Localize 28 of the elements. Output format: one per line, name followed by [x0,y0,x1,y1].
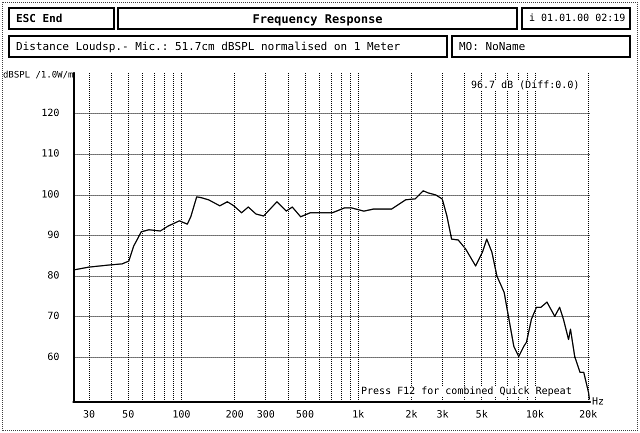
x-tick-label: 1k [352,410,364,420]
x-axis-title: Hz [592,396,604,408]
y-tick-label: 120 [41,108,60,120]
x-tick-label: 100 [172,410,190,420]
x-tick-label: 50 [122,410,134,420]
x-tick-label: 20k [579,410,598,420]
text: MO: NoName [451,35,631,58]
y-axis-title: dBSPL /1.0W/m [2,70,74,80]
y-tick-label: 80 [47,270,60,282]
annotation: Press F12 for combined Quick Repeat [360,386,573,397]
y-tick-label: 60 [47,352,60,363]
y-tick-label: 70 [47,311,60,322]
x-tick-label: 500 [296,410,314,420]
x-tick-label: 5k [476,410,488,420]
x-tick-label: 10k [526,410,544,420]
x-tick-label: 200 [226,410,244,420]
x-tick-label: 30 [82,410,96,420]
chart-subtitle: Distance Loudsp.- Mic.: 51.7cm dBSPL normalised on 1 Meter [8,35,448,58]
chart-title: Frequency Response [117,7,518,30]
y-tick-label: 90 [47,230,60,241]
text: ESC End [8,7,115,30]
x-tick-label: 300 [256,410,275,420]
x-tick-label: 3k [436,410,449,420]
y-tick-label: 100 [41,189,60,200]
y-tick-label: 110 [41,148,60,160]
annotation: 96.7 dB (Diff:0.0) [470,80,580,91]
text: i 01.01.00 02:19 [521,7,631,30]
x-tick-label: 2k [405,410,418,420]
